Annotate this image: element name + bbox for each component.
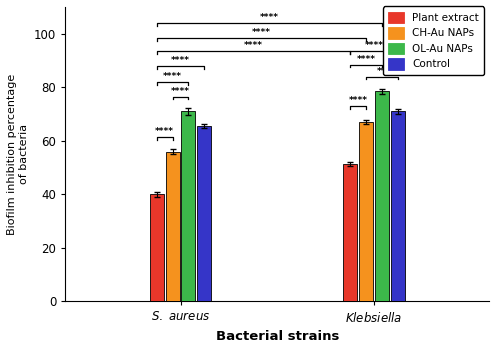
Bar <box>375 91 389 301</box>
Bar <box>197 126 211 301</box>
Bar <box>391 112 405 301</box>
Text: ****: **** <box>365 41 383 50</box>
Text: **: ** <box>377 66 386 76</box>
Bar <box>166 152 180 301</box>
Text: ****: **** <box>155 127 174 136</box>
Text: ****: **** <box>171 87 190 96</box>
Text: ****: **** <box>244 41 263 50</box>
Text: ****: **** <box>163 72 182 81</box>
Text: ****: **** <box>349 96 368 105</box>
Bar <box>150 195 164 301</box>
Bar <box>182 112 195 301</box>
X-axis label: Bacterial strains: Bacterial strains <box>216 330 339 343</box>
Bar <box>343 164 357 301</box>
Text: ****: **** <box>252 28 271 37</box>
Y-axis label: Biofilm inhibition percentage
of bacteria: Biofilm inhibition percentage of bacteri… <box>7 74 29 235</box>
Text: ****: **** <box>260 13 279 22</box>
Bar <box>359 122 373 301</box>
Legend: Plant extract, CH-Au NAPs, OL-Au NAPs, Control: Plant extract, CH-Au NAPs, OL-Au NAPs, C… <box>383 6 484 75</box>
Text: ****: **** <box>171 56 190 65</box>
Text: ****: **** <box>357 55 375 64</box>
